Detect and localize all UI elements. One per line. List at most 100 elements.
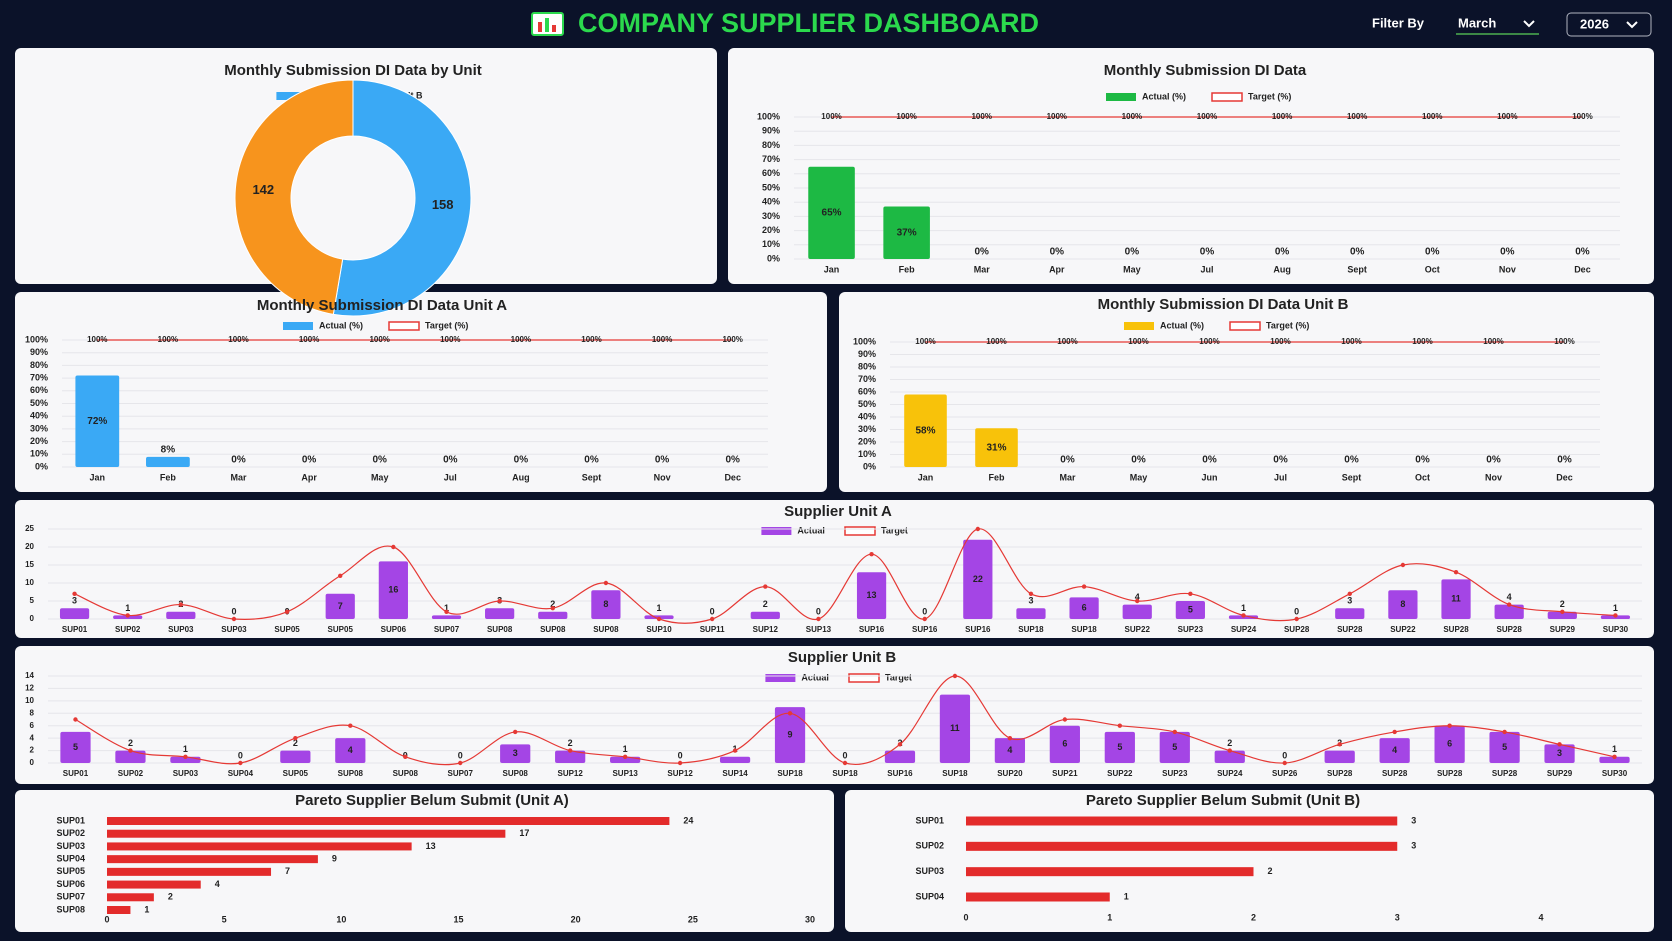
target-point: [922, 616, 927, 622]
data-label: 0: [458, 750, 463, 760]
y-tick-label: 14: [25, 671, 34, 680]
data-label: 0: [231, 606, 236, 616]
legend-label: Target: [881, 525, 908, 535]
year-select[interactable]: 2026: [1566, 12, 1652, 37]
target-point: [952, 673, 958, 679]
panel: [15, 48, 717, 284]
legend-label: Actual (%): [319, 320, 363, 330]
data-label: 1: [1613, 603, 1618, 613]
bar: [1494, 604, 1524, 619]
target-label: 100%: [1347, 112, 1367, 121]
target-point: [1400, 562, 1406, 568]
x-tick-label: SUP03: [173, 769, 199, 778]
x-tick-label: SUP06: [381, 625, 407, 634]
legend-label: Target (%): [425, 320, 468, 330]
x-tick-label: Jan: [90, 472, 106, 482]
x-tick-label: 1: [1107, 912, 1112, 922]
data-label: 5: [1502, 742, 1507, 752]
target-point: [497, 598, 502, 604]
legend-label: Actual (%): [1160, 320, 1204, 330]
target-label: 100%: [896, 112, 916, 121]
target-point: [1560, 609, 1565, 614]
data-label: 0%: [725, 455, 740, 466]
data-label: 1: [1241, 603, 1246, 613]
target-point: [1337, 742, 1342, 747]
data-label: 4: [215, 879, 220, 889]
legend-swatch: [761, 527, 792, 535]
data-label: 158: [432, 197, 454, 212]
data-label: 31%: [986, 442, 1006, 453]
target-point: [1557, 742, 1562, 747]
x-tick-label: SUP18: [1018, 625, 1044, 634]
x-tick-label: SUP02: [115, 625, 141, 634]
bar: [966, 867, 1254, 877]
y-tick-label: 12: [25, 684, 34, 693]
target-label: 100%: [87, 335, 107, 344]
x-tick-label: 4: [1538, 912, 1543, 922]
data-label: 16: [388, 585, 398, 595]
year-value[interactable]: 2026: [1580, 16, 1609, 31]
x-tick-label: SUP22: [1107, 769, 1133, 778]
bar: [538, 611, 568, 619]
x-tick-label: SUP05: [283, 769, 309, 778]
target-point: [842, 760, 848, 766]
x-tick-label: SUP16: [887, 769, 913, 778]
y-tick-label: 90%: [30, 347, 48, 357]
target-label: 100%: [299, 335, 319, 344]
x-tick-label: Mar: [1059, 472, 1076, 482]
x-tick-label: Jul: [444, 472, 457, 482]
data-label: 7: [285, 866, 290, 876]
y-tick-label: 5: [30, 596, 35, 605]
y-tick-label: 30%: [30, 423, 48, 433]
x-tick-label: Jan: [918, 472, 934, 482]
bar: [485, 608, 515, 619]
target-label: 100%: [1483, 337, 1503, 346]
target-label: 100%: [1199, 337, 1219, 346]
year-box[interactable]: [1566, 12, 1652, 37]
y-tick-label: 70%: [858, 374, 876, 384]
target-point: [238, 760, 243, 766]
data-label: 0%: [584, 455, 599, 466]
data-label: 0%: [1486, 455, 1501, 466]
y-tick-label: 30%: [858, 424, 876, 434]
bar: [378, 561, 408, 619]
data-label: 0: [238, 750, 243, 760]
data-label: 17: [519, 828, 529, 838]
target-label: 100%: [722, 335, 742, 344]
target-label: 100%: [1554, 337, 1574, 346]
chart-title: Monthly Submission DI Data Unit B: [1098, 296, 1349, 313]
target-point: [513, 729, 518, 735]
target-point: [1062, 717, 1068, 722]
data-label: 0%: [1275, 247, 1290, 258]
target-point: [732, 748, 738, 753]
data-label: 0%: [302, 455, 317, 466]
data-label: 65%: [822, 207, 842, 218]
chart-title: Pareto Supplier Belum Submit (Unit A): [295, 792, 569, 809]
panel: [845, 790, 1654, 932]
bar: [963, 539, 993, 619]
bar: [1049, 725, 1080, 763]
bar: [1069, 597, 1099, 619]
bar: [107, 829, 506, 838]
data-label: 0%: [1557, 455, 1572, 466]
data-label: 2: [293, 738, 298, 748]
y-tick-label: SUP07: [56, 892, 85, 902]
chart-title: Monthly Submission DI Data: [1104, 62, 1307, 79]
x-tick-label: SUP18: [942, 769, 968, 778]
target-point: [1447, 723, 1452, 728]
target-point: [72, 591, 77, 596]
chevron[interactable]: [1626, 21, 1638, 29]
bar: [1434, 725, 1465, 763]
data-label: 0%: [1202, 455, 1217, 466]
x-tick-label: SUP13: [612, 769, 638, 778]
data-label: 0%: [1344, 455, 1359, 466]
target-point: [444, 609, 449, 614]
month-select[interactable]: March: [1456, 15, 1539, 35]
x-tick-label: SUP29: [1550, 625, 1576, 634]
data-label: 0%: [975, 247, 990, 258]
month-value[interactable]: March: [1458, 15, 1496, 30]
chevron[interactable]: [1523, 20, 1535, 28]
y-tick-label: 10%: [30, 449, 48, 459]
data-label: 3: [1347, 596, 1352, 606]
bar: [107, 855, 318, 864]
